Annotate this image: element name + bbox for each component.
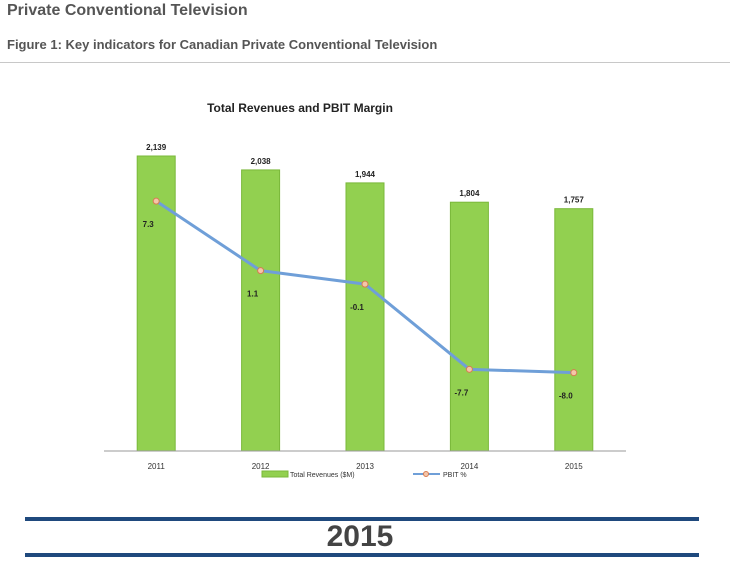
legend-revenue-label: Total Revenues ($M) bbox=[290, 472, 355, 479]
revenue-bar bbox=[449, 201, 489, 452]
x-tick-label: 2014 bbox=[461, 462, 479, 471]
pbit-value-label: -0.1 bbox=[350, 303, 364, 312]
revenue-value-label: 2,038 bbox=[251, 157, 272, 166]
pbit-marker bbox=[465, 365, 473, 373]
figure-caption: Figure 1: Key indicators for Canadian Pr… bbox=[7, 37, 438, 52]
revenue-bar bbox=[345, 182, 385, 452]
pbit-marker bbox=[570, 369, 578, 377]
revenue-value-label: 1,804 bbox=[459, 189, 480, 198]
legend-pbit-label: PBIT % bbox=[443, 472, 467, 479]
chart-title: Total Revenues and PBIT Margin bbox=[207, 101, 393, 115]
pbit-marker bbox=[257, 267, 265, 275]
pbit-marker bbox=[361, 280, 369, 288]
section-title: Private Conventional Television bbox=[7, 2, 248, 19]
legend-revenue-swatch bbox=[261, 470, 289, 478]
banner-year: 2015 bbox=[326, 520, 394, 553]
legend-pbit-marker bbox=[423, 471, 429, 477]
revenue-bar bbox=[554, 208, 594, 452]
x-tick-label: 2011 bbox=[148, 462, 166, 471]
x-tick-label: 2013 bbox=[356, 462, 374, 471]
revenue-bar bbox=[136, 155, 176, 452]
banner-top-rule bbox=[25, 517, 699, 521]
revenue-value-label: 1,944 bbox=[355, 170, 376, 179]
pbit-marker bbox=[152, 197, 160, 205]
caption-divider bbox=[0, 62, 730, 63]
banner-bottom-rule bbox=[25, 553, 699, 557]
chart-container: Total Revenues and PBIT Margin 2,139 2,03… bbox=[0, 90, 730, 500]
revenue-value-label: 2,139 bbox=[146, 143, 167, 152]
x-tick-label: 2015 bbox=[565, 462, 583, 471]
revenue-bar bbox=[241, 169, 281, 452]
x-tick-label: 2012 bbox=[252, 462, 270, 471]
pbit-value-label: -8.0 bbox=[559, 392, 573, 401]
pbit-value-label: -7.7 bbox=[455, 388, 469, 397]
pbit-value-label: 1.1 bbox=[247, 290, 259, 299]
revenue-value-label: 1,757 bbox=[564, 196, 585, 205]
chart-svg: 2,139 2,038 1,944 1,804 1,757 2011 2012 2013 201… bbox=[104, 143, 626, 479]
pbit-value-label: 7.3 bbox=[143, 220, 155, 229]
